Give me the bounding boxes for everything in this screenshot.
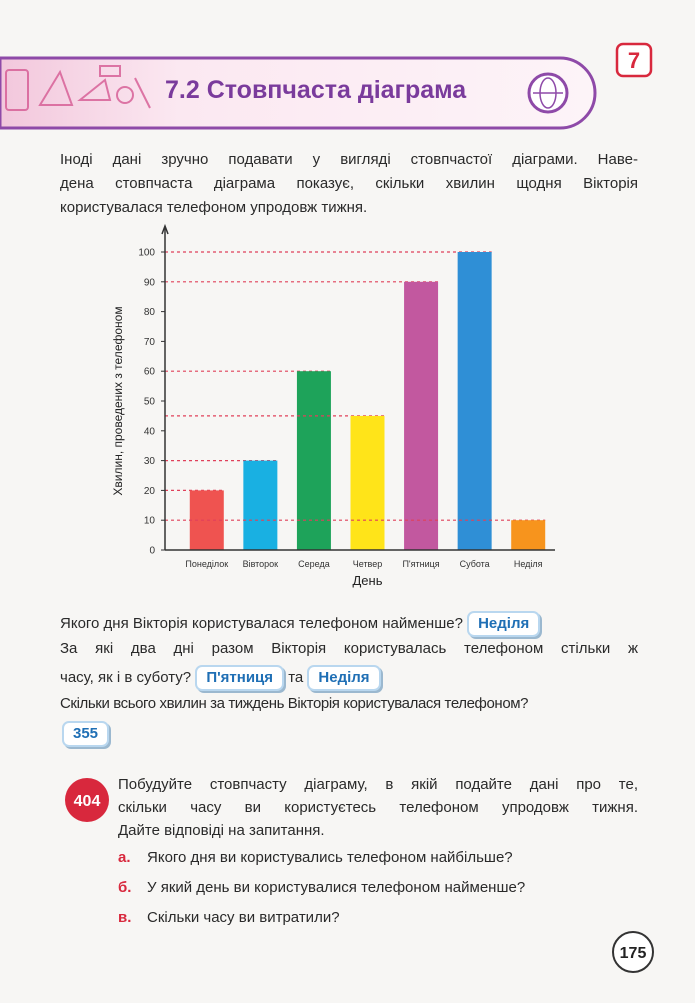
bar — [296, 371, 331, 550]
y-tick-label: 60 — [144, 367, 156, 378]
bar-chart: 0 10 20 30 40 50 60 70 80 90 100 Понеділок Вівторок С… — [111, 223, 555, 588]
x-tick-label: Середа — [298, 559, 330, 569]
y-tick-label: 70 — [144, 337, 156, 348]
answer-box: 355 — [62, 721, 110, 747]
question: часу, як і в суботу? П'ятниця та Неділя — [60, 665, 381, 691]
chapter-badge — [615, 42, 653, 78]
exercise-number: 404 — [74, 793, 101, 810]
y-axis-arrow — [161, 223, 169, 235]
globe-icon — [527, 72, 569, 114]
y-tick-label: 40 — [144, 426, 156, 437]
x-tick-label: П'ятниця — [402, 559, 439, 569]
y-axis-label: Хвилин, проведених з телефоном — [111, 306, 125, 495]
intro-line: Іноді дані зручно подавати у вигляді сто… — [60, 151, 638, 168]
question-text: часу, як і в суботу? — [60, 669, 192, 686]
exercise-line: Побудуйте стовпчасту діаграму, в якій по… — [118, 776, 638, 793]
exercise-line: Дайте відповіді на запитання. — [118, 822, 325, 839]
item-letter: а. — [118, 849, 131, 866]
item-text: У який день ви користувалися телефоном н… — [147, 879, 526, 896]
y-tick-label: 80 — [144, 307, 156, 318]
bar — [350, 415, 385, 550]
page-number-circle — [612, 931, 654, 973]
bar — [457, 252, 492, 550]
question-text: Скільки всього хвилин за тиждень Вікторі… — [60, 695, 529, 712]
exercise-line: скільки часу ви користуєтесь телефоном у… — [118, 799, 638, 816]
x-tick-label: Понеділок — [185, 559, 228, 569]
item-text: Скільки часу ви витратили? — [147, 909, 340, 926]
exercise-badge — [65, 778, 109, 822]
chapter-number: 7 — [628, 48, 640, 73]
header-icons — [5, 65, 151, 111]
x-tick-label: Четвер — [353, 559, 383, 569]
question: Якого дня Вікторія користувалася телефон… — [60, 611, 541, 637]
header-band — [0, 56, 597, 130]
connector: та — [288, 669, 304, 686]
answer-box: Неділя — [467, 611, 541, 637]
x-axis-label: День — [353, 573, 383, 588]
y-tick-label: 20 — [144, 486, 156, 497]
answer-box: Неділя — [307, 665, 381, 691]
bar — [404, 281, 439, 550]
item-letter: б. — [118, 879, 132, 896]
y-tick-label: 90 — [144, 277, 156, 288]
bar — [243, 460, 278, 550]
answer-box: П'ятниця — [195, 665, 285, 691]
question: 355 — [62, 721, 110, 747]
item-letter: в. — [118, 909, 132, 926]
y-tick-label: 0 — [149, 546, 155, 557]
intro-line: користувалася телефоном упродовж тижня. — [60, 199, 368, 216]
intro-line: дена стовпчаста діаграма показує, скільк… — [60, 175, 638, 192]
page-number: 175 — [620, 945, 647, 962]
item-text: Якого дня ви користувались телефоном най… — [147, 849, 513, 866]
x-tick-label: Вівторок — [243, 559, 279, 569]
y-tick-label: 10 — [144, 516, 156, 527]
question-text: Якого дня Вікторія користувалася телефон… — [60, 615, 463, 632]
y-tick-label: 100 — [138, 248, 155, 259]
y-tick-label: 50 — [144, 397, 156, 408]
question-text: За які два дні разом Вікторія користувал… — [60, 640, 638, 657]
x-tick-label: Неділя — [514, 559, 543, 569]
bar — [189, 490, 224, 550]
y-tick-label: 30 — [144, 456, 156, 467]
x-tick-label: Субота — [460, 559, 490, 569]
section-title: 7.2 Стовпчаста діаграма — [165, 76, 467, 104]
bar — [511, 520, 546, 550]
